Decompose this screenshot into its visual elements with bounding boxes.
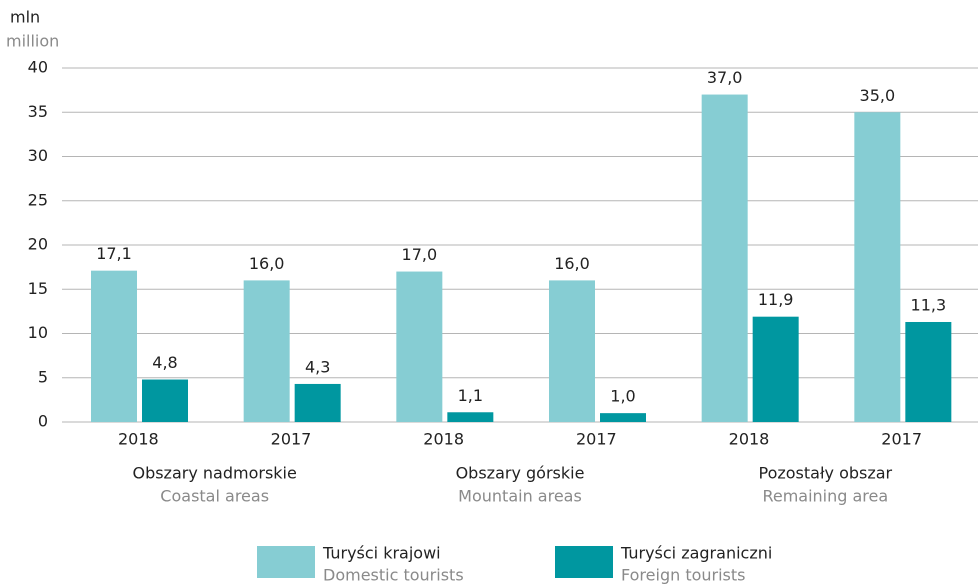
y-tick-label: 20 xyxy=(28,235,48,254)
bar xyxy=(447,412,494,422)
y-tick-label: 5 xyxy=(38,367,48,386)
group-label-en: Coastal areas xyxy=(160,487,269,506)
bar xyxy=(701,94,748,423)
value-label: 35,0 xyxy=(860,86,896,105)
x-tick-label: 2017 xyxy=(576,430,617,449)
value-label: 1,0 xyxy=(610,387,635,406)
group-label-en: Remaining area xyxy=(762,487,888,506)
group-label: Pozostały obszar xyxy=(759,464,893,483)
bar xyxy=(91,270,137,422)
legend-label-en: Foreign tourists xyxy=(621,566,746,585)
legend-label: Turyści krajowi xyxy=(322,544,441,563)
value-label: 37,0 xyxy=(707,68,743,87)
bar xyxy=(396,271,443,422)
y-tick-label: 25 xyxy=(28,190,48,209)
value-label: 16,0 xyxy=(249,254,285,273)
y-tick-label: 0 xyxy=(38,412,48,431)
value-label: 16,0 xyxy=(554,254,590,273)
y-tick-label: 30 xyxy=(28,146,48,165)
bar xyxy=(243,280,290,422)
value-label: 4,3 xyxy=(305,357,330,376)
value-label: 17,1 xyxy=(96,244,132,263)
bar xyxy=(854,112,901,422)
legend-swatch xyxy=(555,546,613,578)
y-axis-label-en: million xyxy=(6,32,59,51)
value-label: 4,8 xyxy=(152,353,177,372)
value-label: 11,3 xyxy=(911,295,947,314)
bar xyxy=(549,280,595,422)
value-label: 17,0 xyxy=(402,245,438,264)
legend-label: Turyści zagraniczni xyxy=(620,544,772,563)
x-tick-label: 2018 xyxy=(423,430,464,449)
x-tick-label: 2018 xyxy=(729,430,770,449)
y-tick-label: 10 xyxy=(28,323,48,342)
y-tick-label: 15 xyxy=(28,279,48,298)
x-tick-label: 2017 xyxy=(271,430,312,449)
bar xyxy=(142,379,188,422)
bar xyxy=(294,383,341,422)
value-label: 1,1 xyxy=(458,386,483,405)
bar xyxy=(905,321,952,422)
bar xyxy=(752,316,799,422)
y-tick-label: 40 xyxy=(28,58,48,77)
y-tick-label: 35 xyxy=(28,102,48,121)
x-tick-label: 2018 xyxy=(118,430,159,449)
y-axis-label: mln xyxy=(10,8,40,27)
legend-swatch xyxy=(257,546,315,578)
legend-label-en: Domestic tourists xyxy=(323,566,464,585)
group-label: Obszary nadmorskie xyxy=(132,464,296,483)
group-label-en: Mountain areas xyxy=(458,487,582,506)
bar xyxy=(600,413,646,422)
value-label: 11,9 xyxy=(758,290,794,309)
group-label: Obszary górskie xyxy=(456,464,585,483)
x-tick-label: 2017 xyxy=(881,430,922,449)
